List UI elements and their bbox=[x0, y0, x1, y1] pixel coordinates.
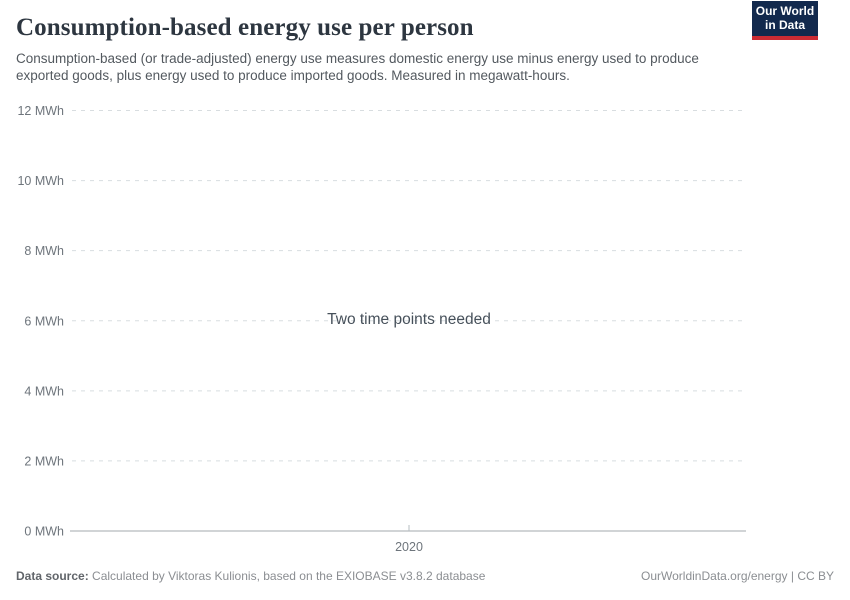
data-source-line: Data source: Calculated by Viktoras Kuli… bbox=[16, 568, 485, 584]
chart-title: Consumption-based energy use per person bbox=[16, 14, 474, 41]
data-source-label: Data source: bbox=[16, 569, 89, 583]
owid-logo: Our World in Data bbox=[752, 1, 818, 40]
y-tick-label: 12 MWh bbox=[17, 104, 64, 118]
y-tick-label: 8 MWh bbox=[24, 244, 64, 258]
y-tick-label: 10 MWh bbox=[17, 174, 64, 188]
x-tick-label: 2020 bbox=[395, 540, 423, 554]
data-source-text: Calculated by Viktoras Kulionis, based o… bbox=[88, 569, 486, 583]
y-tick-label: 4 MWh bbox=[24, 384, 64, 398]
y-tick-label: 2 MWh bbox=[24, 454, 64, 468]
chart-header: Consumption-based energy use per person … bbox=[16, 14, 834, 84]
chart-subtitle: Consumption-based (or trade-adjusted) en… bbox=[16, 51, 699, 83]
y-tick-label: 0 MWh bbox=[24, 525, 64, 539]
chart-footer: Data source: Calculated by Viktoras Kuli… bbox=[16, 568, 834, 584]
footer-credit-link[interactable]: OurWorldinData.org/energy | CC BY bbox=[641, 569, 834, 583]
owid-logo-line2: in Data bbox=[764, 18, 805, 32]
owid-logo-line1: Our World bbox=[755, 4, 815, 18]
empty-state-message: Two time points needed bbox=[327, 311, 491, 328]
y-tick-label: 6 MWh bbox=[24, 314, 64, 328]
